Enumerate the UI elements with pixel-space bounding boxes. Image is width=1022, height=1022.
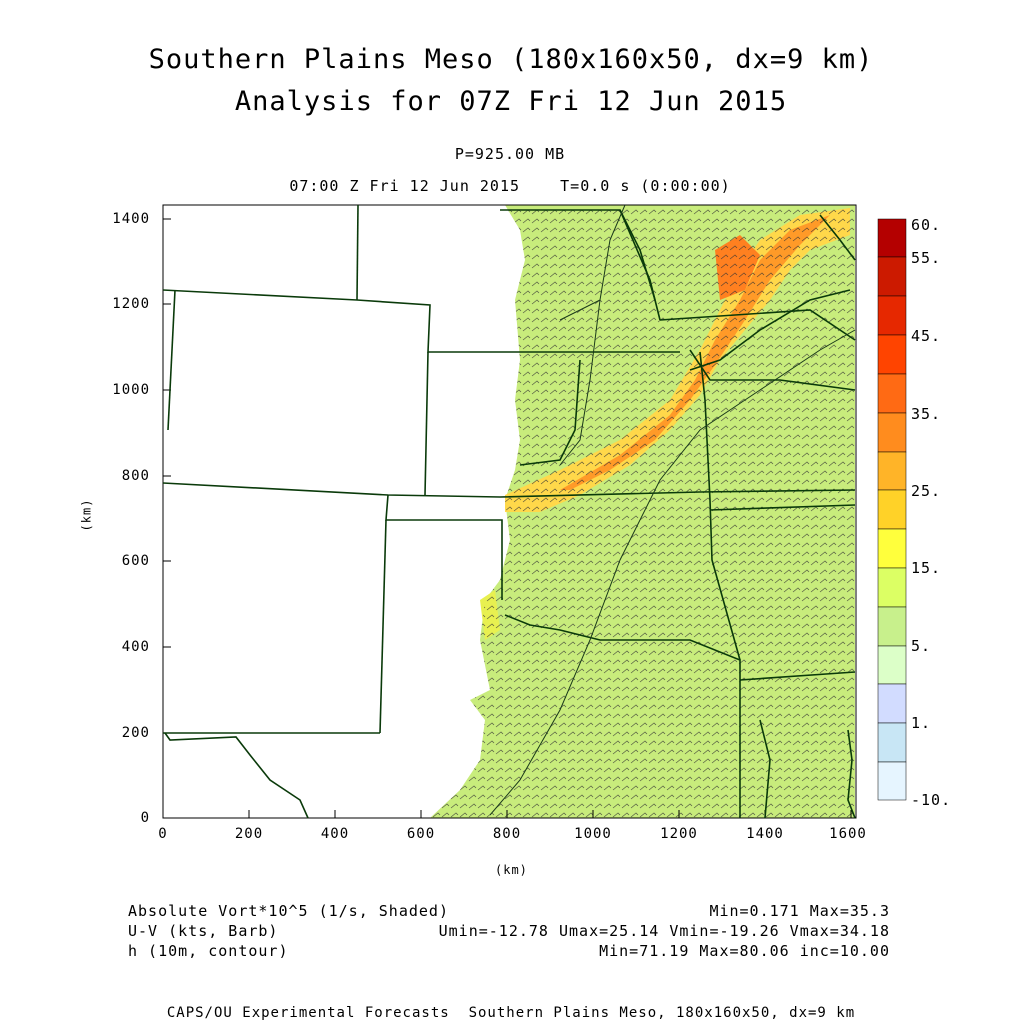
y-tick-label: 0 (140, 810, 150, 826)
legend-label: 60. (911, 216, 942, 234)
x-tick-label: 1600 (829, 826, 867, 842)
plot-frame (162, 204, 857, 819)
map-title: Southern Plains Meso (180x160x50, dx=9 k… (148, 44, 874, 75)
color-legend (877, 218, 907, 801)
y-tick-label: 1200 (112, 296, 150, 312)
x-tick-label: 200 (234, 826, 264, 842)
shaded-variable-name: Absolute Vort*10^5 (1/s, Shaded) (128, 902, 449, 920)
legend-label: 15. (911, 559, 942, 577)
legend-label: 55. (911, 249, 942, 267)
y-tick-label: 1400 (112, 211, 150, 227)
contour-variable-name: h (10m, contour) (128, 942, 289, 960)
pressure-level: P=925.00 MB (454, 145, 566, 163)
x-tick-label: 1200 (660, 826, 698, 842)
x-tick-label: 400 (320, 826, 350, 842)
y-tick-label: 800 (121, 468, 150, 484)
legend-label: -10. (911, 791, 952, 809)
y-axis-label: (km) (79, 498, 94, 532)
credit-line: CAPS/OU Experimental Forecasts Southern … (166, 1005, 856, 1021)
state-boundaries (162, 204, 856, 819)
barb-variable-stats: Umin=-12.78 Umax=25.14 Vmin=-19.26 Vmax=… (438, 922, 890, 940)
legend-label: 5. (911, 637, 932, 655)
x-tick-label: 800 (492, 826, 522, 842)
shaded-variable-stats: Min=0.171 Max=35.3 (709, 902, 890, 920)
y-tick-label: 600 (121, 553, 150, 569)
legend-label: 25. (911, 482, 942, 500)
x-tick-label: 1400 (746, 826, 784, 842)
y-tick-label: 400 (121, 639, 150, 655)
barb-variable-name: U-V (kts, Barb) (128, 922, 279, 940)
analysis-title: Analysis for 07Z Fri 12 Jun 2015 (234, 86, 788, 117)
legend-label: 35. (911, 405, 942, 423)
y-tick-label: 1000 (112, 382, 150, 398)
x-tick-label: 1000 (574, 826, 612, 842)
y-tick-label: 200 (121, 725, 150, 741)
x-axis-label: (km) (495, 863, 528, 877)
legend-label: 45. (911, 327, 942, 345)
contour-variable-stats: Min=71.19 Max=80.06 inc=10.00 (599, 942, 890, 960)
legend-label: 1. (911, 714, 932, 732)
x-tick-label: 0 (158, 826, 168, 842)
valid-time: 07:00 Z Fri 12 Jun 2015 T=0.0 s (0:00:00… (289, 177, 731, 195)
x-tick-label: 600 (406, 826, 436, 842)
